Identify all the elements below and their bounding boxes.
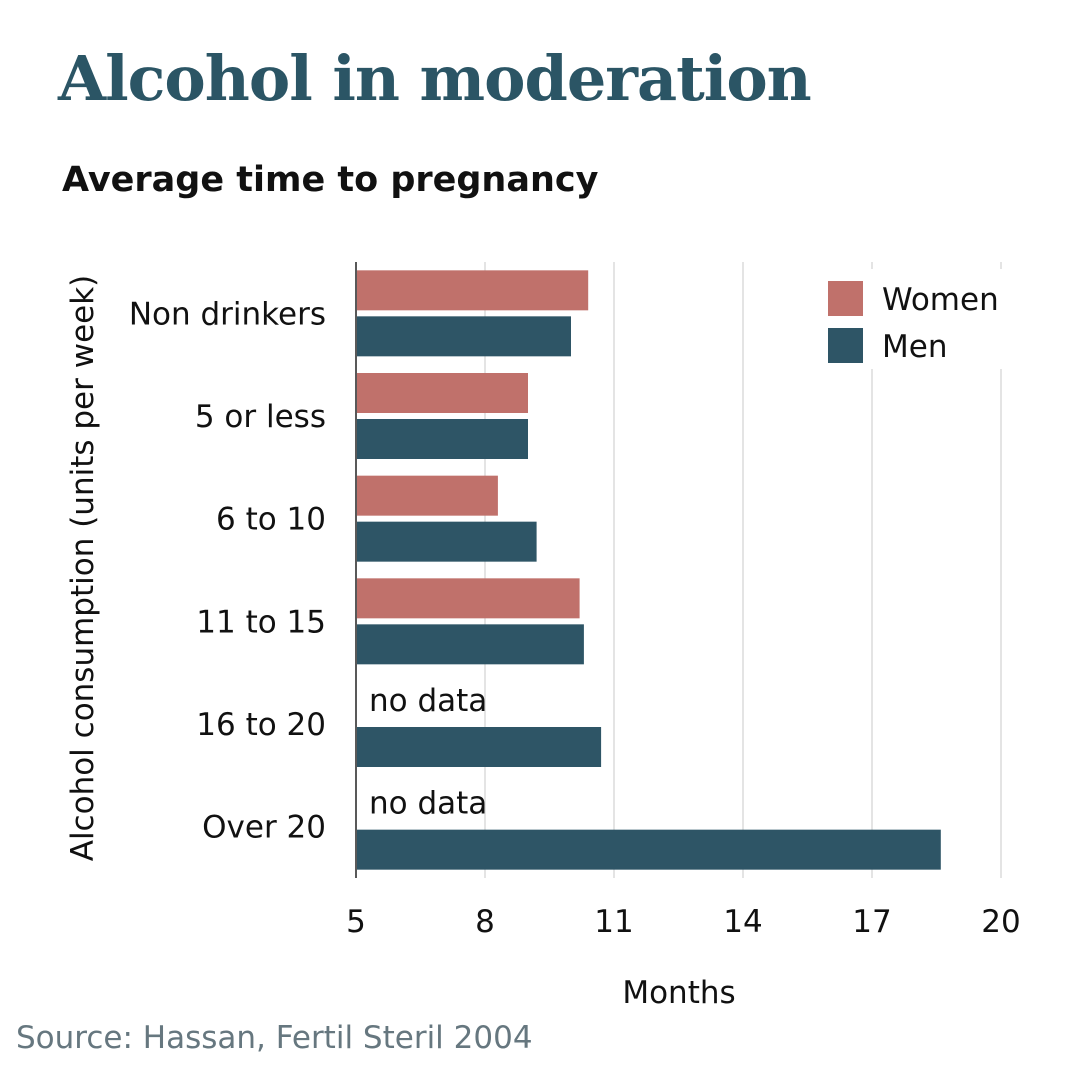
source-note: Source: Hassan, Fertil Steril 2004 xyxy=(16,1020,533,1056)
x-tick-label: 20 xyxy=(981,904,1020,940)
no-data-label: no data xyxy=(369,786,487,822)
x-tick-labels: 5 8 11 14 17 20 xyxy=(346,904,1021,940)
chart-subtitle: Average time to pregnancy xyxy=(62,160,599,200)
bar-women xyxy=(357,270,589,311)
legend-swatch xyxy=(828,328,863,363)
legend-label: Men xyxy=(882,329,947,365)
y-tick-label: Over 20 xyxy=(202,810,326,846)
y-tick-labels: Non drinkers 5 or less 6 to 10 11 to 15 16 t… xyxy=(129,296,326,845)
bar-women xyxy=(357,578,580,619)
x-tick-label: 5 xyxy=(346,904,366,940)
bar-men xyxy=(357,419,528,459)
x-tick-label: 11 xyxy=(594,904,633,940)
bar-men xyxy=(357,316,571,357)
page-title: Alcohol in moderation xyxy=(58,42,812,115)
y-tick-label: 11 to 15 xyxy=(196,604,326,640)
y-tick-label: 5 or less xyxy=(195,399,326,435)
bar-women xyxy=(357,475,498,516)
x-axis-label: Months xyxy=(622,975,735,1011)
bars: no data no data xyxy=(357,270,941,870)
y-axis-label: Alcohol consumption (units per week) xyxy=(65,275,101,862)
bar-men xyxy=(357,727,602,767)
x-tick-label: 17 xyxy=(852,904,891,940)
x-tick-label: 14 xyxy=(723,904,762,940)
bar-men xyxy=(357,624,584,665)
y-tick-label: 16 to 20 xyxy=(196,707,326,743)
legend: Women Men xyxy=(814,269,1014,369)
y-tick-label: 6 to 10 xyxy=(216,502,326,538)
no-data-label: no data xyxy=(369,683,487,719)
y-tick-label: Non drinkers xyxy=(129,296,326,332)
x-tick-label: 8 xyxy=(475,904,495,940)
legend-swatch xyxy=(828,281,863,316)
bar-men xyxy=(357,521,537,562)
legend-label: Women xyxy=(882,282,999,318)
bar-women xyxy=(357,373,528,413)
bar-men xyxy=(357,829,941,870)
